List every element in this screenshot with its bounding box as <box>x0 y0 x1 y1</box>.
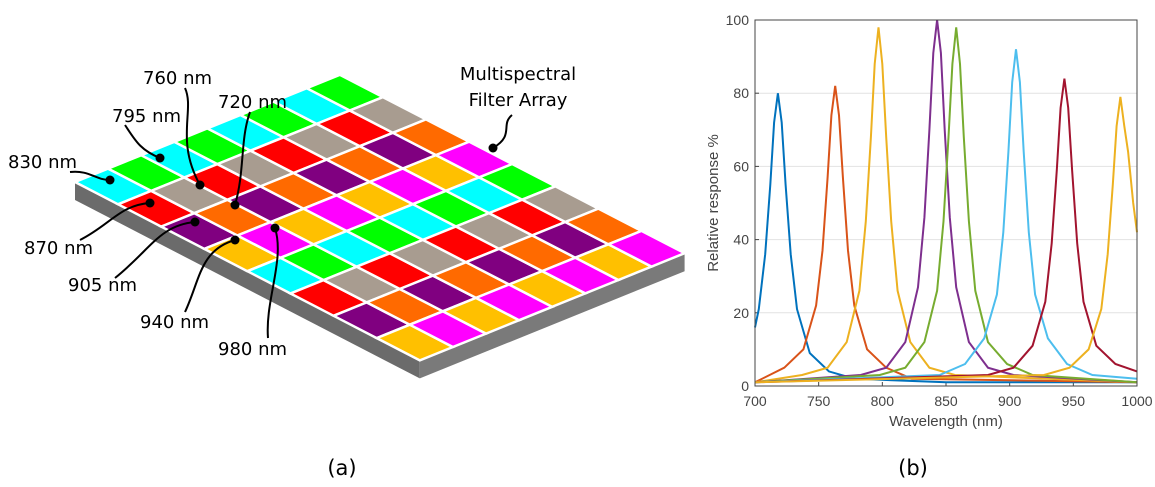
dot <box>230 200 240 210</box>
filter-array <box>72 73 688 379</box>
plot-area <box>755 20 1137 386</box>
array-title: Multispectral <box>460 64 576 85</box>
label: 795 nm <box>112 106 181 127</box>
leader <box>266 227 279 339</box>
response-curve <box>754 27 1138 384</box>
filter-tile <box>605 229 688 268</box>
leader <box>124 124 161 159</box>
label: 830 nm <box>8 152 77 173</box>
dot <box>488 143 498 153</box>
leader <box>184 239 236 313</box>
slab-side <box>419 253 685 379</box>
chart: 0 20 40 60 80 100 700 750 800 850 900 950 1000 Wavele… <box>705 12 1153 430</box>
x-tick-label: 900 <box>998 393 1022 409</box>
y-axis-label: Relative response % <box>705 134 722 272</box>
x-tick-label: 800 <box>871 393 895 409</box>
response-curve <box>754 27 1138 384</box>
dot <box>190 217 200 227</box>
label: 940 nm <box>140 312 209 333</box>
dot <box>155 153 165 163</box>
response-curve <box>754 78 1138 384</box>
label: 980 nm <box>218 339 287 360</box>
leaders <box>69 87 513 339</box>
x-tick-label: 750 <box>807 393 831 409</box>
y-tick-label: 40 <box>733 232 749 248</box>
label: 760 nm <box>143 68 212 89</box>
label: 870 nm <box>24 238 93 259</box>
dot <box>195 180 205 190</box>
dot <box>230 235 240 245</box>
dot <box>105 175 115 185</box>
x-axis-label: Wavelength (nm) <box>889 413 1003 430</box>
y-tick-label: 100 <box>726 12 750 28</box>
response-curve <box>754 85 1138 384</box>
label: 720 nm <box>218 92 287 113</box>
caption: (a) <box>327 456 356 480</box>
leader <box>184 87 201 186</box>
leader <box>234 111 251 206</box>
dot <box>145 198 155 208</box>
label: 905 nm <box>68 275 137 296</box>
x-tick-label: 700 <box>743 393 767 409</box>
x-tick-label: 950 <box>1062 393 1086 409</box>
leader <box>79 202 151 241</box>
dot <box>270 223 280 233</box>
leader <box>114 221 196 279</box>
caption: (b) <box>898 456 928 480</box>
slab-front <box>75 182 420 379</box>
y-tick-label: 80 <box>733 85 749 101</box>
response-curve <box>754 49 1138 384</box>
x-tick-label: 850 <box>934 393 958 409</box>
y-tick-label: 60 <box>733 158 749 174</box>
plot-border <box>754 19 1138 387</box>
leader <box>492 114 513 149</box>
response-curve <box>754 96 1138 384</box>
y-tick-label: 0 <box>741 378 749 394</box>
y-tick-label: 20 <box>733 305 749 321</box>
x-tick-label: 1000 <box>1121 393 1152 409</box>
array-title: Filter Array <box>469 90 568 111</box>
